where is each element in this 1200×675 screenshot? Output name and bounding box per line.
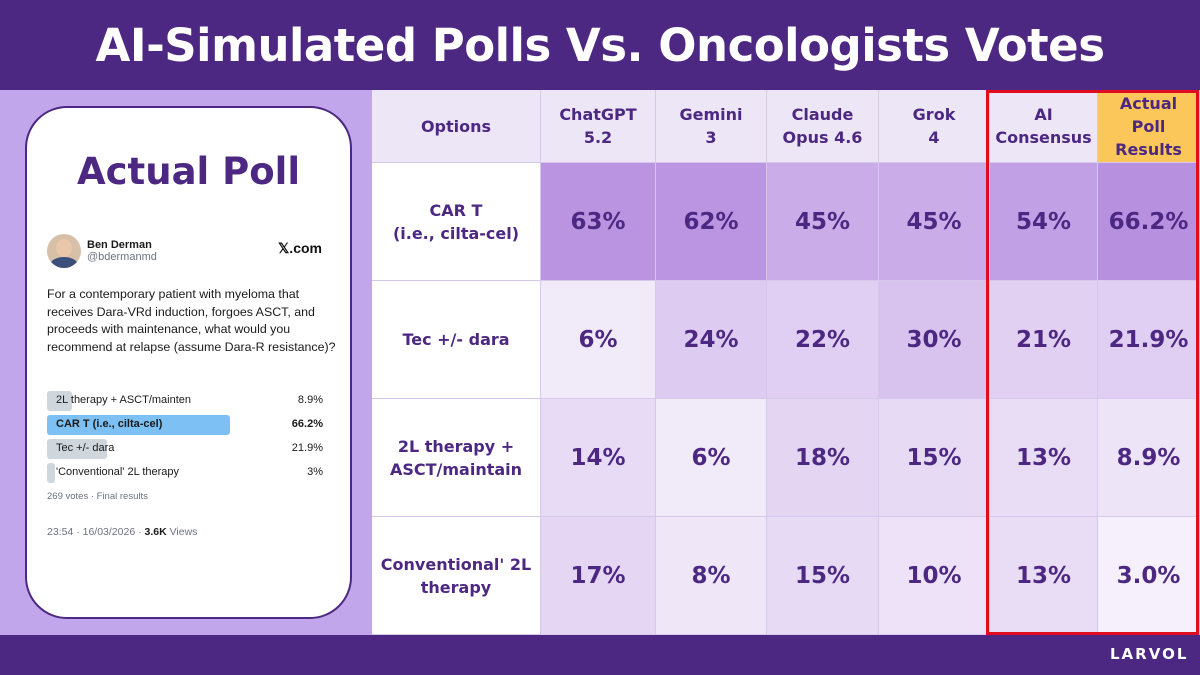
- poll-option: CAR T (i.e., cilta-cel) 66.2%: [47, 415, 323, 435]
- table-cell: 15%: [767, 517, 879, 635]
- larvol-logo: LARVOL: [1110, 645, 1188, 663]
- table-header: Gemini 3: [656, 90, 767, 163]
- table-cell: 24%: [656, 281, 767, 399]
- poll-option-bar: [47, 463, 55, 483]
- table-header: ChatGPT 5.2: [541, 90, 656, 163]
- table-cell: 14%: [541, 399, 656, 517]
- table-header: Grok 4: [879, 90, 990, 163]
- poll-option-label: 2L therapy + ASCT/mainten: [56, 394, 191, 406]
- table-cell: 22%: [767, 281, 879, 399]
- table-cell: 18%: [767, 399, 879, 517]
- table-cell: 3.0%: [1098, 517, 1200, 635]
- page-title: AI-Simulated Polls Vs. Oncologists Votes: [0, 0, 1200, 90]
- table-header: Claude Opus 4.6: [767, 90, 879, 163]
- table-header: Options: [372, 90, 541, 163]
- table-header: AI Consensus: [990, 90, 1098, 163]
- table-cell: 15%: [879, 399, 990, 517]
- comparison-table: Options ChatGPT 5.2 Gemini 3 Claude Opus 4.…: [372, 90, 1200, 635]
- row-label: Tec +/- dara: [372, 281, 541, 399]
- poll-votes: 269 votes · Final results: [47, 491, 148, 502]
- x-logo-icon: 𝕏.com: [278, 240, 322, 257]
- poll-option-label: 'Conventional' 2L therapy: [56, 466, 179, 478]
- table-cell: 62%: [656, 163, 767, 281]
- post-timestamp[interactable]: 23:54 · 16/03/2026 ·: [47, 526, 145, 538]
- poll-option-label: Tec +/- dara: [56, 442, 114, 454]
- poll-option-label: CAR T (i.e., cilta-cel): [56, 418, 162, 430]
- poll-option-percent: 8.9%: [298, 394, 323, 406]
- row-label: Conventional' 2L therapy: [372, 517, 541, 635]
- table-cell: 13%: [990, 517, 1098, 635]
- table-cell: 21%: [990, 281, 1098, 399]
- table-cell: 63%: [541, 163, 656, 281]
- table-cell: 6%: [656, 399, 767, 517]
- table-cell: 45%: [767, 163, 879, 281]
- post-meta: 23:54 · 16/03/2026 · 3.6K Views: [47, 526, 197, 538]
- table-cell: 45%: [879, 163, 990, 281]
- table-cell: 10%: [879, 517, 990, 635]
- table-cell: 66.2%: [1098, 163, 1200, 281]
- table-cell: 21.9%: [1098, 281, 1200, 399]
- poll-option-percent: 21.9%: [292, 442, 323, 454]
- table-cell: 13%: [990, 399, 1098, 517]
- author-name[interactable]: Ben Derman: [87, 239, 157, 251]
- poll-question: For a contemporary patient with myeloma …: [47, 286, 339, 356]
- author-handle[interactable]: @bdermanmd: [87, 251, 157, 263]
- row-label: CAR T (i.e., cilta-cel): [372, 163, 541, 281]
- poll-heading: Actual Poll: [27, 150, 350, 193]
- poll-author: Ben Derman @bdermanmd: [47, 234, 157, 268]
- poll-option-percent: 66.2%: [292, 418, 323, 430]
- views-label: Views: [167, 526, 198, 538]
- table-cell: 8.9%: [1098, 399, 1200, 517]
- table-cell: 6%: [541, 281, 656, 399]
- row-label: 2L therapy + ASCT/maintain: [372, 399, 541, 517]
- table-cell: 30%: [879, 281, 990, 399]
- views-count: 3.6K: [145, 526, 167, 538]
- avatar[interactable]: [47, 234, 81, 268]
- table-header-actual: Actual Poll Results: [1098, 90, 1200, 163]
- poll-option: 'Conventional' 2L therapy 3%: [47, 463, 323, 483]
- table-cell: 54%: [990, 163, 1098, 281]
- poll-card: Actual Poll Ben Derman @bdermanmd 𝕏.com …: [25, 106, 352, 619]
- poll-panel: Actual Poll Ben Derman @bdermanmd 𝕏.com …: [0, 90, 372, 635]
- poll-option-percent: 3%: [307, 466, 323, 478]
- table-cell: 8%: [656, 517, 767, 635]
- poll-option: Tec +/- dara 21.9%: [47, 439, 323, 459]
- poll-option: 2L therapy + ASCT/mainten 8.9%: [47, 391, 323, 411]
- table-cell: 17%: [541, 517, 656, 635]
